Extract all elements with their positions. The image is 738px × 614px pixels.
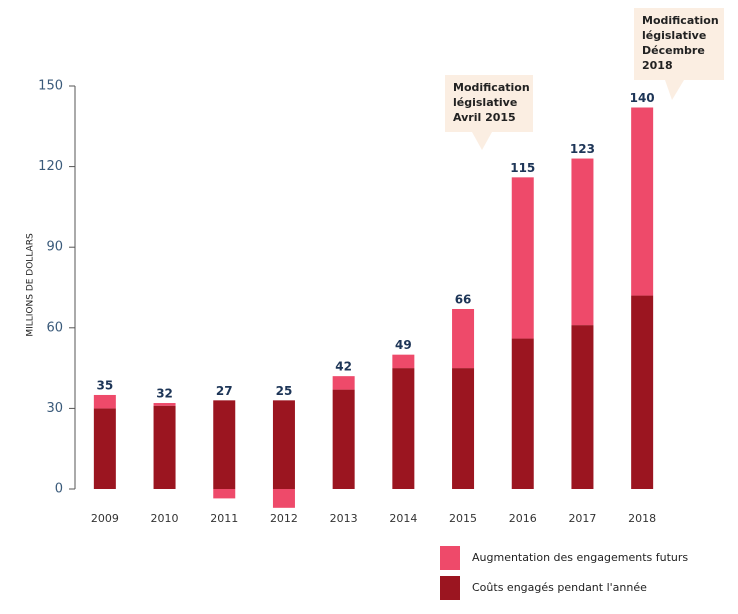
bar-segment: [153, 403, 176, 406]
y-tick-label: 120: [38, 159, 63, 174]
bar-segment: [571, 325, 594, 489]
annotation-text: législative: [642, 29, 706, 42]
bar-segment: [332, 389, 355, 489]
x-tick-label: 2009: [91, 512, 119, 525]
total-label: 32: [156, 387, 173, 401]
bar-segment: [631, 107, 654, 296]
annotation-text: 2018: [642, 59, 673, 72]
x-tick-label: 2017: [568, 512, 596, 525]
y-tick-label: 0: [55, 482, 63, 497]
annotation-text: Décembre: [642, 44, 705, 57]
annotation-text: législative: [453, 96, 517, 109]
y-axis-label: MILLIONS DE DOLLARS: [26, 233, 36, 337]
bar-segment: [392, 368, 415, 489]
total-label: 27: [216, 384, 233, 398]
bar-segment: [452, 308, 475, 369]
annotation-text: Modification: [453, 81, 530, 94]
x-tick-label: 2018: [628, 512, 656, 525]
y-tick-label: 90: [46, 240, 63, 255]
x-tick-label: 2011: [210, 512, 238, 525]
total-label: 115: [510, 161, 535, 175]
bar-segment: [272, 489, 295, 508]
bar-segment: [272, 400, 295, 489]
y-tick-label: 60: [46, 320, 63, 335]
callout-box: [445, 75, 533, 132]
bar-segment: [213, 400, 236, 489]
x-tick-label: 2014: [389, 512, 417, 525]
callout-box: [634, 8, 724, 80]
total-label: 42: [335, 360, 352, 374]
x-tick-label: 2010: [151, 512, 179, 525]
bar-segment: [511, 338, 534, 489]
x-tick-label: 2016: [509, 512, 537, 525]
total-label: 49: [395, 338, 412, 352]
annotation-text: Modification: [642, 14, 719, 27]
total-label: 66: [455, 292, 472, 306]
bar-segment: [93, 408, 116, 489]
callout-pointer: [472, 132, 492, 150]
callout-pointer: [665, 80, 684, 100]
bar-segment: [511, 177, 534, 339]
x-tick-label: 2012: [270, 512, 298, 525]
y-tick-label: 150: [38, 79, 63, 94]
bar-segment: [452, 368, 475, 489]
legend-swatch: [440, 576, 460, 600]
annotation-text: Avril 2015: [453, 111, 516, 124]
total-label: 25: [276, 384, 293, 398]
total-label: 140: [630, 91, 655, 105]
total-label: 123: [570, 142, 595, 156]
legend-label: Augmentation des engagements futurs: [472, 551, 688, 564]
bar-segment: [93, 394, 116, 409]
x-tick-label: 2015: [449, 512, 477, 525]
y-tick-label: 30: [46, 401, 63, 416]
bar-segment: [153, 405, 176, 489]
bar-segment: [332, 376, 355, 390]
legend-label: Coûts engagés pendant l'année: [472, 581, 647, 594]
bar-segment: [392, 354, 415, 369]
bar-segment: [631, 295, 654, 489]
bar-segment: [571, 158, 594, 326]
legend-swatch: [440, 546, 460, 570]
x-tick-label: 2013: [330, 512, 358, 525]
bar-segment: [213, 489, 236, 499]
total-label: 35: [96, 378, 113, 392]
